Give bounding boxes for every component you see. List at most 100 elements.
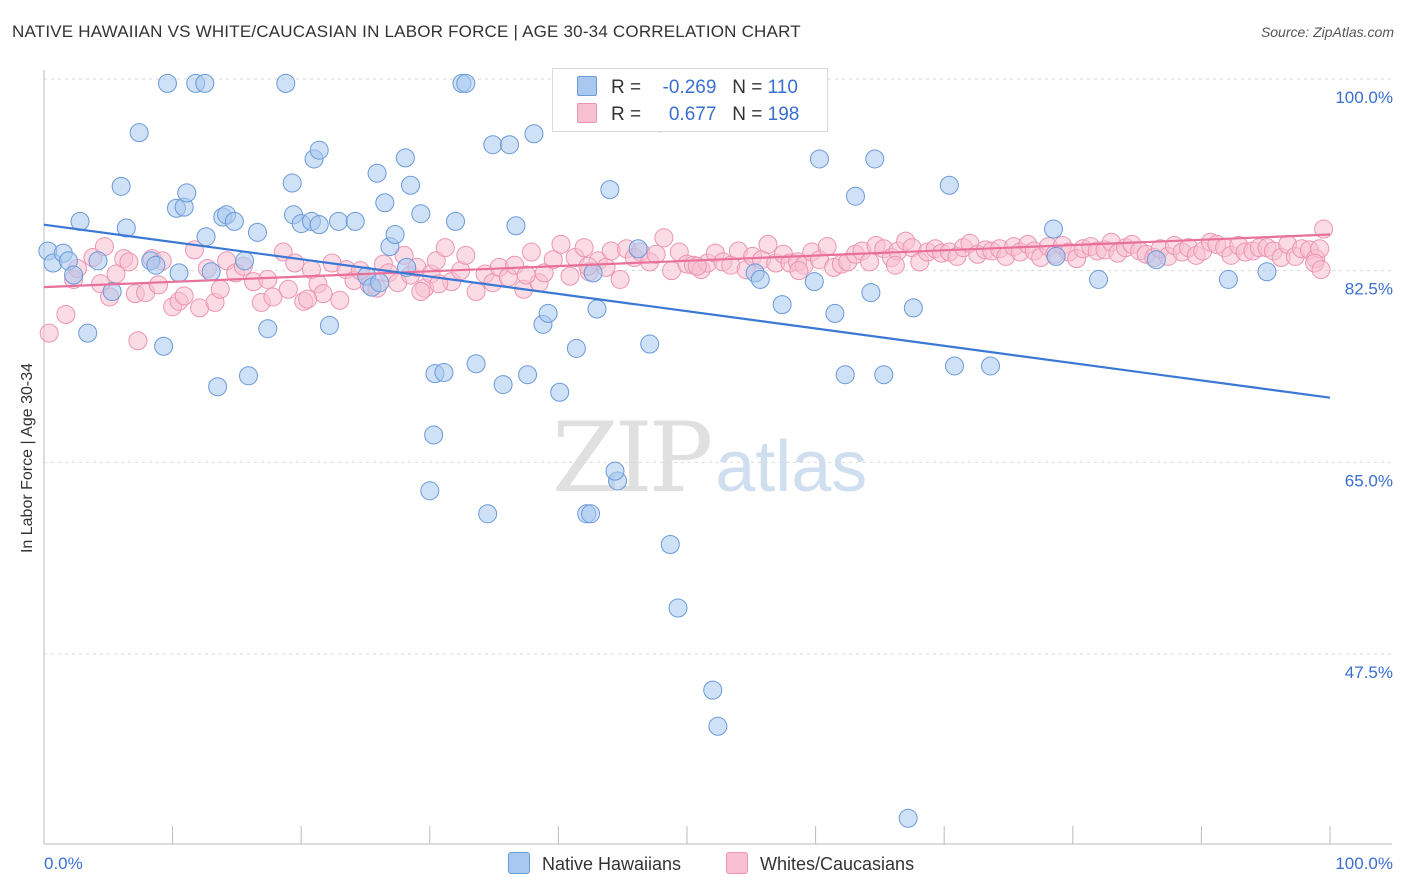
point-whites-caucasians (817, 237, 837, 257)
point-native-hawaiians (157, 73, 177, 93)
point-native-hawaiians (640, 334, 660, 354)
point-whites-caucasians (39, 323, 59, 343)
y-tick-label: 65.0% (1345, 471, 1393, 490)
point-native-hawaiians (804, 272, 824, 292)
point-whites-caucasians (466, 281, 486, 301)
point-native-hawaiians (208, 377, 228, 397)
legend-swatch-pink (577, 103, 597, 123)
point-whites-caucasians (1311, 260, 1331, 280)
point-native-hawaiians (605, 461, 625, 481)
point-native-hawaiians (500, 135, 520, 155)
chart-title: NATIVE HAWAIIAN VS WHITE/CAUCASIAN IN LA… (12, 22, 801, 41)
point-whites-caucasians (610, 269, 630, 289)
legend-swatch-blue (577, 76, 597, 96)
point-native-hawaiians (169, 263, 189, 283)
point-whites-caucasians (521, 242, 541, 262)
point-native-hawaiians (401, 175, 421, 195)
point-native-hawaiians (506, 216, 526, 236)
n-value-blue: 110 (767, 77, 798, 98)
point-native-hawaiians (1046, 246, 1066, 266)
point-native-hawaiians (328, 211, 348, 231)
point-native-hawaiians (865, 149, 885, 169)
point-whites-caucasians (646, 244, 666, 264)
point-native-hawaiians (224, 211, 244, 231)
stats-legend-row-blue: R = -0.269 N = 110 (577, 76, 798, 99)
point-native-hawaiians (276, 73, 296, 93)
legend-item-whites-caucasians[interactable]: Whites/Caucasians (726, 852, 914, 875)
point-native-hawaiians (238, 366, 258, 386)
point-native-hawaiians (420, 481, 440, 501)
y-tick-label: 47.5% (1345, 663, 1393, 682)
point-native-hawaiians (385, 225, 405, 245)
point-native-hawaiians (78, 323, 98, 343)
trend-line-whites-caucasians (43, 233, 1331, 289)
point-native-hawaiians (939, 175, 959, 195)
point-whites-caucasians (560, 266, 580, 286)
point-native-hawaiians (538, 303, 558, 323)
point-whites-caucasians (426, 251, 446, 271)
point-native-hawaiians (309, 140, 329, 160)
point-native-hawaiians (201, 262, 221, 282)
point-native-hawaiians (566, 338, 586, 358)
point-native-hawaiians (319, 315, 339, 335)
point-native-hawaiians (944, 356, 964, 376)
point-whites-caucasians (885, 255, 905, 275)
stats-legend-row-pink: R = 0.677 N = 198 (577, 103, 799, 126)
point-whites-caucasians (456, 245, 476, 265)
n-value-pink: 198 (767, 104, 800, 125)
y-tick-label: 82.5% (1345, 280, 1393, 299)
r-label: R = (611, 104, 642, 125)
point-whites-caucasians (654, 228, 674, 248)
point-native-hawaiians (1218, 269, 1238, 289)
series-native-hawaiians-points (38, 73, 1277, 828)
point-whites-caucasians (574, 238, 594, 258)
point-native-hawaiians (478, 504, 498, 524)
point-whites-caucasians (411, 281, 431, 301)
point-whites-caucasians (789, 261, 809, 281)
point-native-hawaiians (668, 598, 688, 618)
point-native-hawaiians (375, 193, 395, 213)
point-native-hawaiians (367, 163, 387, 183)
point-whites-caucasians (860, 252, 880, 272)
point-whites-caucasians (119, 252, 139, 272)
point-whites-caucasians (258, 269, 278, 289)
r-value-pink: 0.677 (668, 104, 717, 125)
point-native-hawaiians (466, 354, 486, 374)
point-native-hawaiians (809, 149, 829, 169)
point-whites-caucasians (56, 304, 76, 324)
watermark-zip: ZIP (552, 402, 713, 514)
tick-labels: 47.5% 65.0% 82.5% 100.0% 0.0% 100.0% (44, 88, 1393, 873)
point-whites-caucasians (278, 279, 298, 299)
point-native-hawaiians (129, 123, 149, 143)
point-native-hawaiians (1089, 269, 1109, 289)
point-whites-caucasians (210, 279, 230, 299)
legend-item-native-hawaiians[interactable]: Native Hawaiians (508, 852, 681, 875)
stats-legend: R = -0.269 N = 110 R = 0.677 N = 198 (552, 68, 828, 132)
point-whites-caucasians (687, 256, 707, 276)
point-native-hawaiians (628, 239, 648, 259)
point-native-hawaiians (874, 365, 894, 385)
point-native-hawaiians (550, 382, 570, 402)
point-native-hawaiians (177, 183, 197, 203)
point-native-hawaiians (1257, 262, 1277, 282)
point-whites-caucasians (516, 265, 536, 285)
point-whites-caucasians (128, 331, 148, 351)
legend-swatch-native-hawaiians (508, 852, 530, 874)
point-native-hawaiians (434, 363, 454, 383)
point-native-hawaiians (772, 295, 792, 315)
point-whites-caucasians (551, 234, 571, 254)
gridlines (44, 78, 1392, 655)
point-native-hawaiians (446, 211, 466, 231)
point-native-hawaiians (600, 180, 620, 200)
source-label: Source: ZipAtlas.com (1260, 24, 1394, 40)
n-label: N = (732, 104, 763, 125)
point-whites-caucasians (330, 290, 350, 310)
point-whites-caucasians (298, 289, 318, 309)
axes (43, 70, 1392, 845)
point-native-hawaiians (750, 269, 770, 289)
point-native-hawaiians (587, 299, 607, 319)
watermark-atlas: atlas (715, 427, 868, 507)
point-native-hawaiians (309, 215, 329, 235)
point-native-hawaiians (111, 176, 131, 196)
point-native-hawaiians (196, 227, 216, 247)
